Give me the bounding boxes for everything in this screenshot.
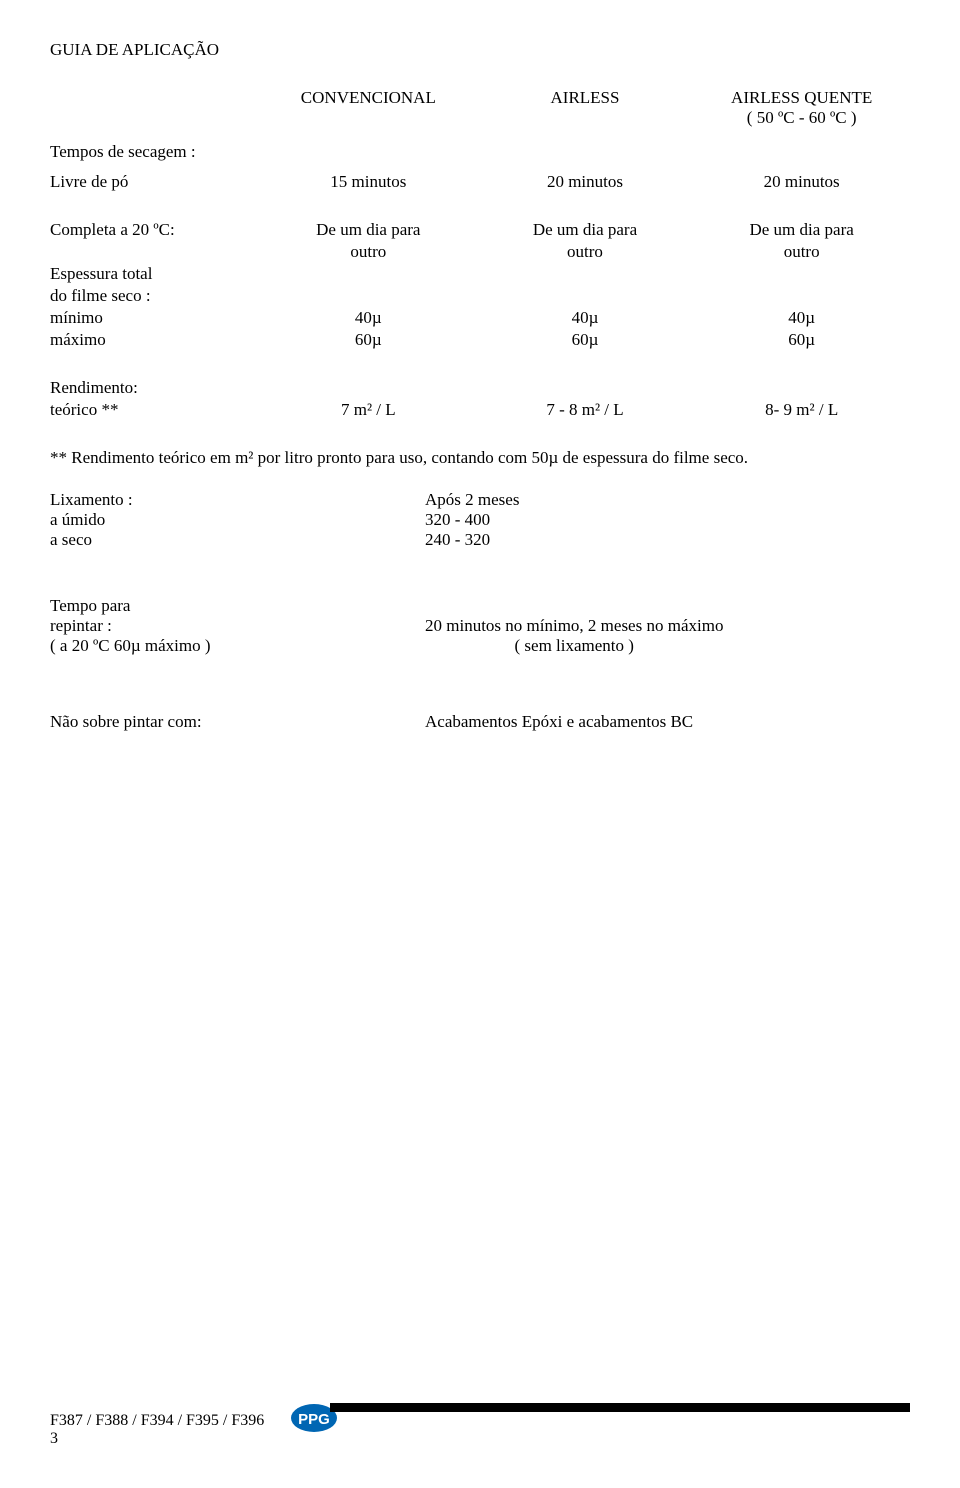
- rendimento-label: Rendimento:: [50, 378, 260, 400]
- footer-bar: [330, 1403, 910, 1412]
- max-c2: 60µ: [477, 330, 694, 356]
- max-row: máximo 60µ 60µ 60µ: [50, 330, 910, 356]
- min-row: mínimo 40µ 40µ 40µ: [50, 308, 910, 330]
- completa-row1: Completa a 20 ºC: De um dia para De um d…: [50, 220, 910, 242]
- method-col3-sub: ( 50 ºC - 60 ºC ): [747, 108, 857, 127]
- lixamento-seco-val: 240 - 320: [425, 530, 519, 550]
- tempo-val2: ( sem lixamento ): [425, 636, 723, 656]
- max-label: máximo: [50, 330, 260, 356]
- method-col3-label: AIRLESS QUENTE: [731, 88, 872, 107]
- completa-c3b: outro: [693, 242, 910, 264]
- livre-c2: 20 minutos: [477, 172, 694, 198]
- tempo-block: Tempo para repintar : ( a 20 ºC 60µ máxi…: [50, 596, 910, 656]
- tempos-label: Tempos de secagem :: [50, 142, 910, 172]
- min-c1: 40µ: [260, 308, 477, 330]
- completa-row2: outro outro outro: [50, 242, 910, 264]
- lixamento-umido-val: 320 - 400: [425, 510, 519, 530]
- footer-code: F387 / F388 / F394 / F395 / F396: [50, 1412, 264, 1430]
- completa-c2b: outro: [477, 242, 694, 264]
- min-c2: 40µ: [477, 308, 694, 330]
- nao-label: Não sobre pintar com:: [50, 712, 425, 732]
- espessura-label2: do filme seco :: [50, 286, 260, 308]
- method-col1: CONVENCIONAL: [260, 88, 477, 142]
- livre-row: Livre de pó 15 minutos 20 minutos 20 min…: [50, 172, 910, 198]
- tempos-row: Tempos de secagem :: [50, 142, 910, 172]
- lixamento-umido-label: a úmido: [50, 510, 425, 530]
- yield-note: ** Rendimento teórico em m² por litro pr…: [50, 448, 910, 468]
- espessura-label1: Espessura total: [50, 264, 260, 286]
- tempo-label1: Tempo para: [50, 596, 425, 616]
- completa-c3a: De um dia para: [693, 220, 910, 242]
- livre-label: Livre de pó: [50, 172, 260, 198]
- page-footer: F387 / F388 / F394 / F395 / F396 3: [50, 1403, 910, 1448]
- tempo-label3: ( a 20 ºC 60µ máximo ): [50, 636, 425, 656]
- nao-block: Não sobre pintar com: Acabamentos Epóxi …: [50, 712, 910, 732]
- nao-val: Acabamentos Epóxi e acabamentos BC: [425, 712, 693, 732]
- application-table: CONVENCIONAL AIRLESS AIRLESS QUENTE ( 50…: [50, 88, 910, 426]
- completa-c1a: De um dia para: [260, 220, 477, 242]
- espessura-row2: do filme seco :: [50, 286, 910, 308]
- rendimento-row2: teórico ** 7 m² / L 7 - 8 m² / L 8- 9 m²…: [50, 400, 910, 426]
- tempo-val1: 20 minutos no mínimo, 2 meses no máximo: [425, 616, 723, 636]
- min-c3: 40µ: [693, 308, 910, 330]
- lixamento-apos: Após 2 meses: [425, 490, 519, 510]
- rendimento-row1: Rendimento:: [50, 378, 910, 400]
- max-c1: 60µ: [260, 330, 477, 356]
- lixamento-seco-label: a seco: [50, 530, 425, 550]
- min-label: mínimo: [50, 308, 260, 330]
- method-col2: AIRLESS: [477, 88, 694, 142]
- max-c3: 60µ: [693, 330, 910, 356]
- livre-c1: 15 minutos: [260, 172, 477, 198]
- rend-c1: 7 m² / L: [260, 400, 477, 426]
- page-title: GUIA DE APLICAÇÃO: [50, 40, 910, 60]
- methods-header-row: CONVENCIONAL AIRLESS AIRLESS QUENTE ( 50…: [50, 88, 910, 142]
- tempo-label2: repintar :: [50, 616, 425, 636]
- completa-c2a: De um dia para: [477, 220, 694, 242]
- rend-c2: 7 - 8 m² / L: [477, 400, 694, 426]
- teorico-label: teórico **: [50, 400, 260, 426]
- completa-c1b: outro: [260, 242, 477, 264]
- lixamento-label: Lixamento :: [50, 490, 425, 510]
- livre-c3: 20 minutos: [693, 172, 910, 198]
- completa-label: Completa a 20 ºC:: [50, 220, 260, 242]
- lixamento-block: Lixamento : a úmido a seco Após 2 meses …: [50, 490, 910, 550]
- method-col3: AIRLESS QUENTE ( 50 ºC - 60 ºC ): [693, 88, 910, 142]
- espessura-row1: Espessura total: [50, 264, 910, 286]
- footer-page-number: 3: [50, 1430, 910, 1448]
- rend-c3: 8- 9 m² / L: [693, 400, 910, 426]
